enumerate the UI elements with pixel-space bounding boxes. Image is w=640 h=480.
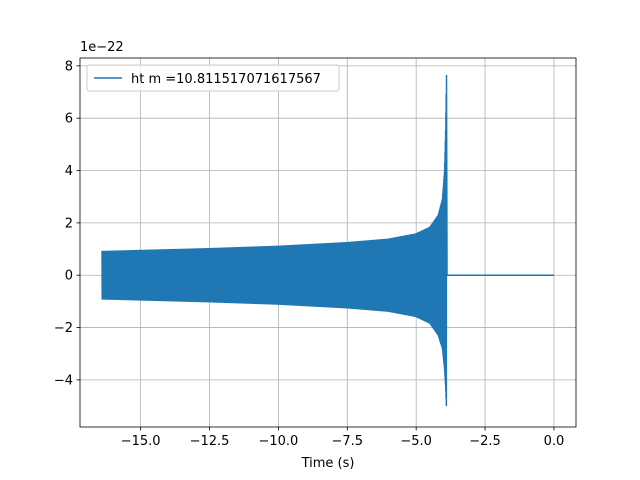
- x-tick-label: −2.5: [469, 434, 501, 449]
- x-tick-label: −10.0: [258, 434, 298, 449]
- y-tick-label: 8: [65, 59, 73, 74]
- legend-label: ht m =10.811517071617567: [131, 72, 321, 87]
- ticks: −15.0 −12.5 −10.0 −7.5 −5.0 −2.5 0.0 −4 −2 0 2 4 6 8: [54, 59, 564, 449]
- y-offset-text: 1e−22: [80, 40, 124, 55]
- y-tick-label: 6: [65, 112, 73, 127]
- x-tick-label: 0.0: [544, 434, 565, 449]
- x-tick-label: −7.5: [331, 434, 363, 449]
- y-tick-label: −4: [54, 373, 73, 388]
- x-tick-label: −15.0: [121, 434, 161, 449]
- plot-data: [101, 75, 554, 407]
- y-tick-label: 0: [65, 269, 73, 284]
- axes-frame: [79, 57, 577, 428]
- y-tick-label: 4: [65, 164, 73, 179]
- legend-box: [86, 64, 340, 92]
- x-tick-label: −5.0: [400, 434, 432, 449]
- x-axis-label: Time (s): [301, 456, 355, 471]
- x-tick-label: −12.5: [190, 434, 230, 449]
- legend: ht m =10.811517071617567: [86, 64, 340, 92]
- y-tick-label: 2: [65, 216, 73, 231]
- waveform-series-line: [101, 75, 554, 407]
- y-tick-label: −2: [54, 321, 73, 336]
